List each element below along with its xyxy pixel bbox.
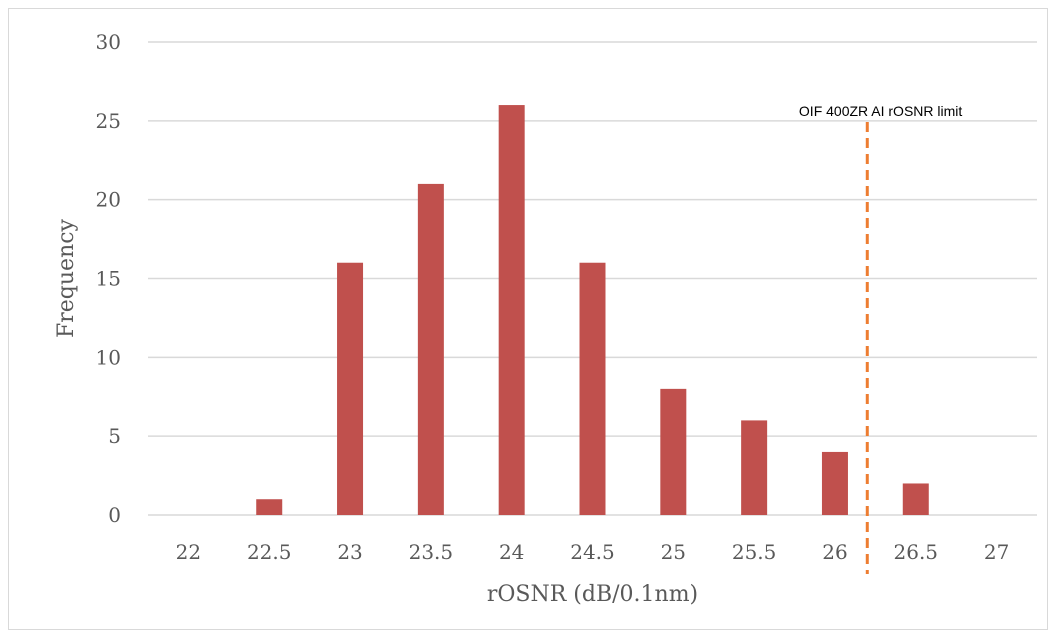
bar — [256, 499, 283, 515]
bar — [417, 183, 444, 515]
x-tick-label: 25.5 — [732, 540, 777, 564]
y-axis-ticks: 0 5 10 15 20 25 30 — [96, 30, 121, 527]
y-tick-label: 0 — [108, 503, 121, 527]
x-tick-label: 22.5 — [247, 540, 292, 564]
bar — [902, 483, 929, 515]
x-tick-label: 25 — [661, 540, 686, 564]
limit-label: OIF 400ZR AI rOSNR limit — [799, 103, 962, 119]
y-axis-title: Frequency — [54, 218, 79, 338]
y-tick-label: 30 — [96, 30, 121, 54]
chart-frame: 0 5 10 15 20 25 30 22 22.5 23 23.5 24 24.5 25 25.5 26 2… — [8, 8, 1048, 630]
bar — [660, 388, 687, 515]
x-tick-label: 27 — [984, 540, 1009, 564]
x-tick-label: 26 — [822, 540, 847, 564]
x-tick-label: 23.5 — [409, 540, 454, 564]
y-tick-label: 25 — [96, 109, 121, 133]
y-tick-label: 10 — [96, 345, 121, 369]
x-tick-label: 23 — [337, 540, 362, 564]
bar — [821, 451, 848, 515]
x-tick-label: 26.5 — [894, 540, 939, 564]
bar — [337, 262, 364, 515]
bar — [498, 105, 525, 516]
y-tick-label: 5 — [108, 424, 121, 448]
y-tick-label: 15 — [96, 267, 121, 291]
x-tick-label: 24.5 — [570, 540, 615, 564]
x-tick-label: 22 — [176, 540, 201, 564]
bar — [579, 262, 606, 515]
bar — [741, 420, 768, 515]
bars — [256, 105, 929, 516]
y-tick-label: 20 — [96, 188, 121, 212]
x-axis-ticks: 22 22.5 23 23.5 24 24.5 25 25.5 26 26.5 27 — [176, 540, 1010, 564]
x-tick-label: 24 — [499, 540, 524, 564]
x-axis-title: rOSNR (dB/0.1nm) — [487, 582, 698, 607]
annotation: OIF 400ZR AI rOSNR limit — [799, 103, 962, 574]
